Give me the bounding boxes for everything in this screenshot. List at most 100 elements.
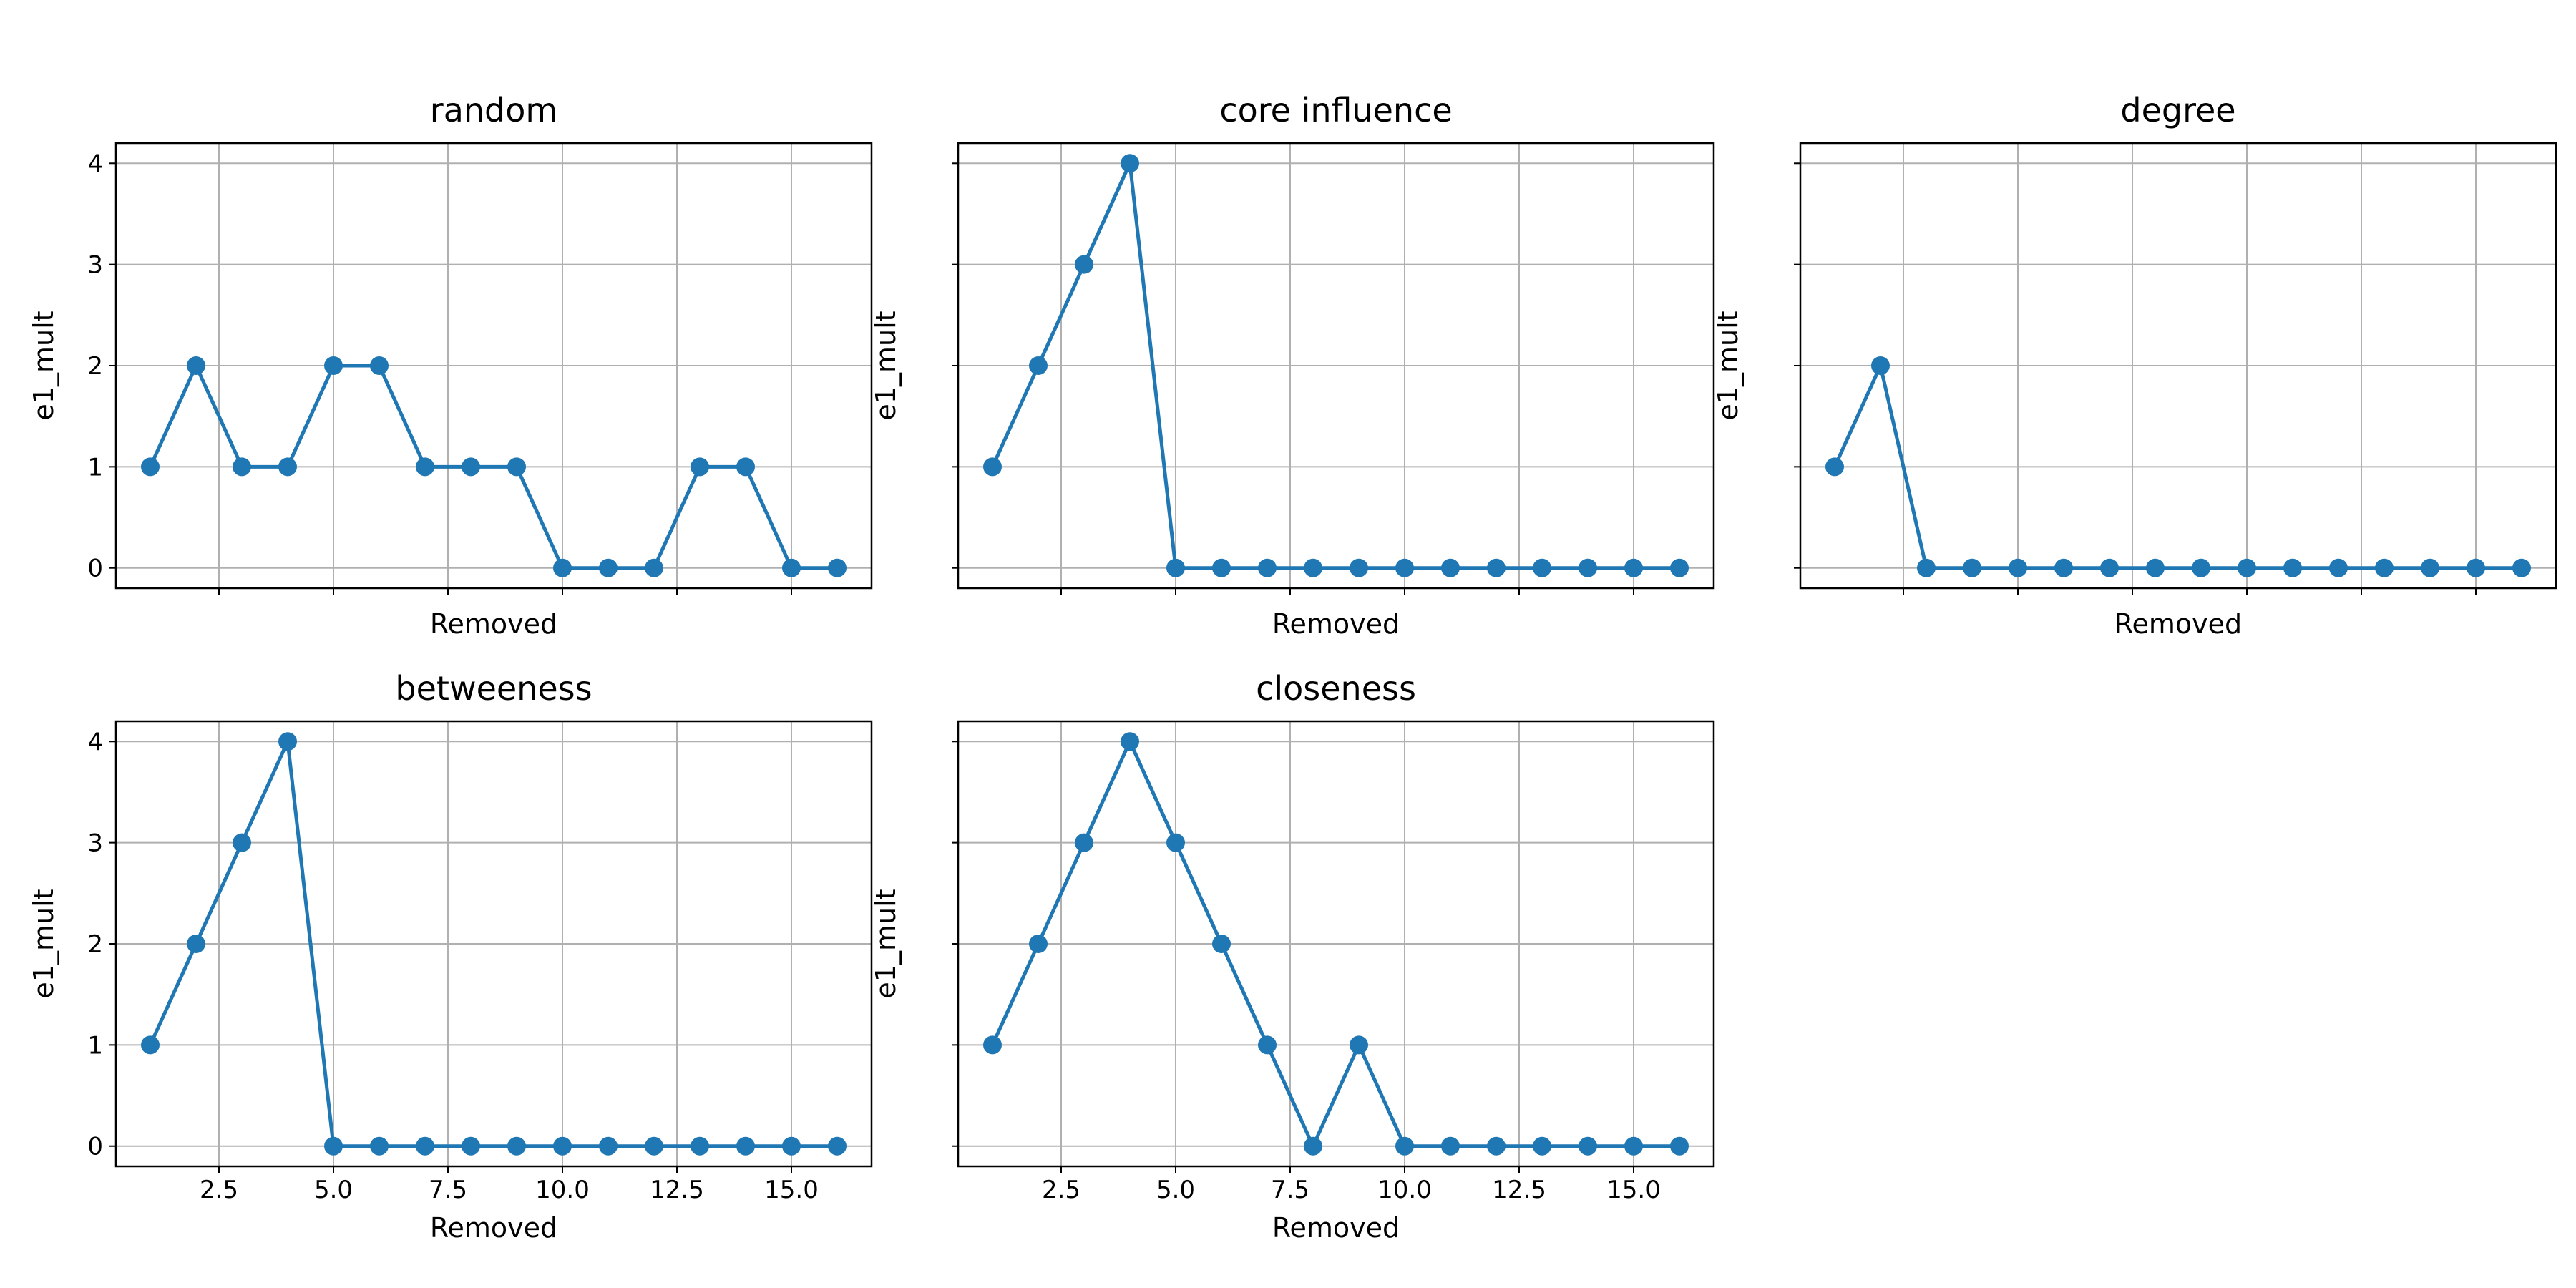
series-line <box>990 739 1679 1148</box>
data-point <box>1441 558 1460 577</box>
data-point <box>1075 833 1093 852</box>
data-point <box>736 457 755 477</box>
data-point <box>983 457 1002 477</box>
subplot-core-influence: core influence Removed e1_mult <box>870 91 1715 640</box>
data-point <box>1487 1136 1506 1156</box>
data-point <box>828 1136 847 1156</box>
x-axis-label: Removed <box>1272 1212 1400 1244</box>
x-tick-label: 15.0 <box>1606 1176 1661 1204</box>
data-point <box>141 457 160 477</box>
data-point <box>2100 558 2119 577</box>
data-point <box>1963 558 1981 577</box>
y-tick-label: 1 <box>87 1031 103 1060</box>
y-axis-label: e1_mult <box>870 889 902 998</box>
data-point <box>1121 732 1139 751</box>
data-point <box>233 833 251 852</box>
y-axis-label: e1_mult <box>28 889 59 998</box>
y-tick-label: 2 <box>87 352 103 381</box>
axes-frame <box>1799 142 2557 590</box>
subplot-degree: degree Removed e1_mult <box>1712 91 2557 640</box>
data-point <box>187 935 205 953</box>
subplot-title: random <box>430 91 557 130</box>
x-tick-label: 5.0 <box>1156 1176 1195 1204</box>
axes-frame <box>114 142 873 590</box>
data-point <box>1350 558 1368 577</box>
data-point <box>645 1136 663 1156</box>
x-tick-label: 7.5 <box>1271 1176 1309 1204</box>
data-point <box>782 1136 801 1156</box>
x-tick-label: 2.5 <box>1042 1176 1080 1204</box>
data-point <box>141 1035 160 1055</box>
y-tick-label: 3 <box>87 829 103 858</box>
data-point <box>1670 558 1689 577</box>
data-point <box>278 732 297 751</box>
x-tick-label: 5.0 <box>314 1176 353 1204</box>
data-point <box>1624 558 1643 577</box>
data-point <box>691 457 709 477</box>
data-point <box>691 1136 709 1156</box>
x-tick-label: 2.5 <box>200 1176 238 1204</box>
data-point <box>645 558 663 577</box>
x-axis-label: Removed <box>2114 608 2242 640</box>
x-tick-label: 15.0 <box>764 1176 819 1204</box>
data-point <box>1304 558 1322 577</box>
data-point <box>1579 1136 1597 1156</box>
data-point <box>1395 1136 1414 1156</box>
subplot-title: degree <box>2120 91 2235 130</box>
data-point <box>599 1136 618 1156</box>
data-point <box>233 457 251 477</box>
data-point <box>1871 356 1890 375</box>
y-tick-label: 2 <box>87 930 103 959</box>
data-point <box>2009 558 2027 577</box>
x-tick-label: 12.5 <box>1492 1176 1546 1204</box>
y-tick-label: 0 <box>87 555 103 583</box>
data-point <box>1670 1136 1689 1156</box>
data-point <box>462 457 480 477</box>
data-point <box>1212 558 1231 577</box>
y-axis-label: e1_mult <box>28 311 59 420</box>
series-line <box>1833 364 2522 570</box>
data-point <box>507 457 526 477</box>
data-point <box>1825 457 1844 477</box>
data-point <box>2146 558 2165 577</box>
data-point <box>370 356 389 375</box>
data-point <box>1917 558 1936 577</box>
x-tick-label: 10.0 <box>535 1176 590 1204</box>
subplot-title: core influence <box>1219 91 1452 130</box>
data-point <box>1350 1035 1368 1055</box>
data-point <box>416 1136 434 1156</box>
data-point <box>1166 833 1185 852</box>
subplot-title: betweeness <box>395 669 592 708</box>
y-tick-label: 0 <box>87 1133 103 1161</box>
data-point <box>1029 935 1048 953</box>
data-point <box>416 457 434 477</box>
data-point <box>2467 558 2485 577</box>
y-tick-label: 3 <box>87 251 103 280</box>
data-point <box>1121 154 1139 173</box>
series-line <box>990 161 1679 570</box>
y-axis-label: e1_mult <box>1712 311 1744 420</box>
x-tick-label: 7.5 <box>429 1176 467 1204</box>
data-point <box>1441 1136 1460 1156</box>
axes-frame <box>957 720 1715 1168</box>
data-point <box>828 558 847 577</box>
data-point <box>1624 1136 1643 1156</box>
data-point <box>2192 558 2210 577</box>
axes-frame <box>957 142 1715 590</box>
data-point <box>1395 558 1414 577</box>
series-line <box>148 364 837 570</box>
data-point <box>1166 558 1185 577</box>
data-point <box>1579 558 1597 577</box>
data-point <box>324 1136 343 1156</box>
data-point <box>2375 558 2394 577</box>
data-point <box>1258 1035 1277 1055</box>
series-line <box>148 739 837 1148</box>
data-point <box>1533 558 1551 577</box>
data-point <box>2421 558 2439 577</box>
data-point <box>462 1136 480 1156</box>
data-point <box>2512 558 2531 577</box>
data-point <box>1304 1136 1322 1156</box>
subplot-betweeness: 2.5 5.0 7.5 10.0 12.5 15.0 0 1 2 3 4 betweeness Remo… <box>28 669 873 1244</box>
data-point <box>736 1136 755 1156</box>
